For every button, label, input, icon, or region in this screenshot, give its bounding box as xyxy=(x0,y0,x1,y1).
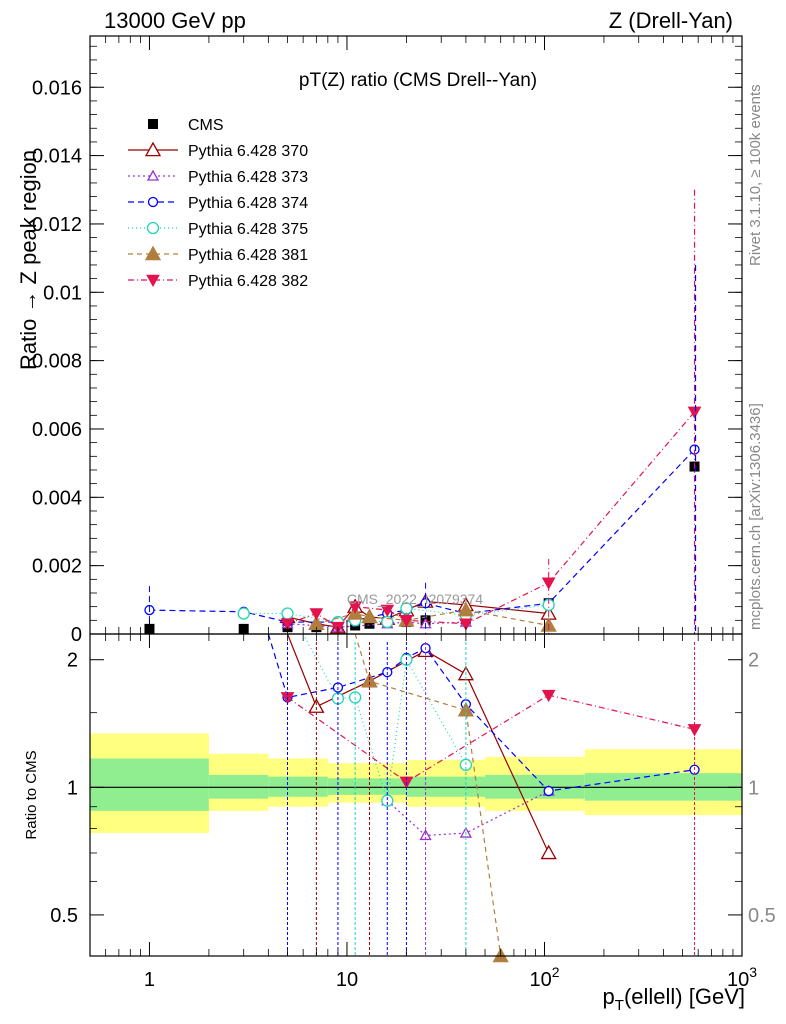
xtick-label-base: 10 xyxy=(529,969,551,991)
legend-marker-CMS xyxy=(148,119,158,129)
main-ytick-label: 0.008 xyxy=(32,351,82,373)
ratio-line-375 xyxy=(302,633,467,801)
legend-item-CMS: CMS xyxy=(148,117,224,134)
xtick-label-base: 10 xyxy=(727,969,749,991)
ratio-line-370 xyxy=(286,633,550,854)
xtick-label-exponent: 3 xyxy=(749,964,757,980)
legend-label-382: Pythia 6.428 382 xyxy=(188,273,308,290)
ratio-frame xyxy=(89,633,743,957)
xtick-label-exponent: 2 xyxy=(552,964,560,980)
chart-title: pT(Z) ratio (CMS Drell--Yan) xyxy=(299,70,537,91)
ratio-point-370 xyxy=(540,844,557,860)
legend-marker-375 xyxy=(146,221,160,235)
data-point-382 xyxy=(280,618,295,631)
xtick-label: 102 xyxy=(529,964,559,991)
header-right: Z (Drell-Yan) xyxy=(609,8,733,33)
ratio-point-381 xyxy=(361,672,378,688)
legend-marker-382 xyxy=(146,274,160,288)
data-point-382 xyxy=(541,577,556,590)
band-inner xyxy=(268,776,328,797)
xtick-label: 1 xyxy=(144,969,155,991)
legend-label-375: Pythia 6.428 375 xyxy=(188,221,308,238)
data-point-381 xyxy=(361,608,378,624)
legend-label-CMS: CMS xyxy=(188,117,224,134)
data-point-382 xyxy=(380,604,395,618)
ratio-point-370 xyxy=(308,698,325,713)
main-ytick-label: 0.006 xyxy=(32,419,82,441)
band-inner xyxy=(90,758,209,811)
main-ytick-label: 0.012 xyxy=(32,214,82,236)
legend-item-373: Pythia 6.428 373 xyxy=(128,169,308,186)
data-point-382 xyxy=(309,608,324,621)
data-point-382 xyxy=(399,615,414,628)
main-ytick-label: 0 xyxy=(71,624,82,646)
xtick-label-base: 10 xyxy=(336,969,358,991)
main-ytick-label: 0.002 xyxy=(32,556,82,578)
series-line-382 xyxy=(287,411,695,628)
x-axis-label-rest: (ellell) [GeV] xyxy=(624,984,745,1009)
header-left: 13000 GeV pp xyxy=(104,8,246,33)
legend-marker-374 xyxy=(147,196,159,208)
ratio-error-bars xyxy=(287,642,696,956)
main-ytick-label: 0.016 xyxy=(32,77,82,99)
ratio-ytick-label: 0.5 xyxy=(50,905,78,927)
svg-text:pT(ellell) [GeV]: pT(ellell) [GeV] xyxy=(603,984,745,1014)
band-inner xyxy=(327,778,407,795)
ratio-ytick-label-right: 2 xyxy=(748,650,759,672)
data-point-382 xyxy=(459,618,473,631)
series-line-381 xyxy=(316,609,549,627)
series-382 xyxy=(280,406,702,635)
data-point-381 xyxy=(457,601,474,617)
xtick-label: 10 xyxy=(336,969,358,991)
data-point-382 xyxy=(348,601,362,614)
main-ytick-label: 0.014 xyxy=(32,146,82,168)
legend-item-370: Pythia 6.428 370 xyxy=(128,141,308,160)
series-line-373 xyxy=(287,621,466,628)
legend-marker-370 xyxy=(144,141,162,157)
legend-marker-373 xyxy=(146,169,160,181)
watermark: CMS_2022_I2079374 xyxy=(347,591,483,607)
legend-label-381: Pythia 6.428 381 xyxy=(188,247,308,264)
legend-item-382: Pythia 6.428 382 xyxy=(128,273,308,290)
legend-item-374: Pythia 6.428 374 xyxy=(128,195,308,212)
rivet-version: Rivet 3.1.10, ≥ 100k events xyxy=(747,84,764,266)
main-ytick-label: 0.01 xyxy=(43,282,82,304)
legend-item-381: Pythia 6.428 381 xyxy=(128,245,308,264)
series-line-374 xyxy=(149,449,695,623)
ratio-ylabel: Ratio to CMS xyxy=(23,750,40,839)
xtick-label-base: 1 xyxy=(144,969,155,991)
legend-item-375: Pythia 6.428 375 xyxy=(128,221,308,238)
mcplots-credit: mcplots.cern.ch [arXiv:1306.3436] xyxy=(747,403,764,630)
ratio-ytick-label: 1 xyxy=(67,777,78,799)
x-axis-label-sub: T xyxy=(615,997,624,1014)
ratio-ytick-label-right: 1 xyxy=(748,777,759,799)
legend-marker-381 xyxy=(144,245,162,261)
main-ytick-label: 0.004 xyxy=(32,487,82,509)
legend: CMS Pythia 6.428 370 Pythia 6.428 373 Pythi… xyxy=(128,117,308,290)
ratio-ytick-label-right: 0.5 xyxy=(748,905,776,927)
legend-label-370: Pythia 6.428 370 xyxy=(188,143,308,160)
data-point-375 xyxy=(237,607,250,620)
x-axis-label: pT(ellell) [GeV] xyxy=(603,984,745,1014)
legend-label-374: Pythia 6.428 374 xyxy=(188,195,308,212)
ratio-series-370 xyxy=(286,633,557,860)
ratio-point-374 xyxy=(543,785,554,797)
legend-label-373: Pythia 6.428 373 xyxy=(188,169,308,186)
series-CMS xyxy=(144,461,700,634)
xtick-label: 103 xyxy=(727,964,757,991)
band-inner xyxy=(406,776,486,797)
data-point-CMS xyxy=(364,618,375,629)
ratio-ytick-label: 2 xyxy=(67,650,78,672)
error-bars-last-bin xyxy=(148,189,697,634)
x-axis-label-p: p xyxy=(603,984,615,1009)
ratio-line-381 xyxy=(354,633,502,957)
data-point-375 xyxy=(281,607,294,620)
ratio-point-375 xyxy=(381,794,394,807)
ratio-point-382 xyxy=(541,689,556,703)
main-ylabel: Ratio → Z peak region xyxy=(16,150,41,370)
